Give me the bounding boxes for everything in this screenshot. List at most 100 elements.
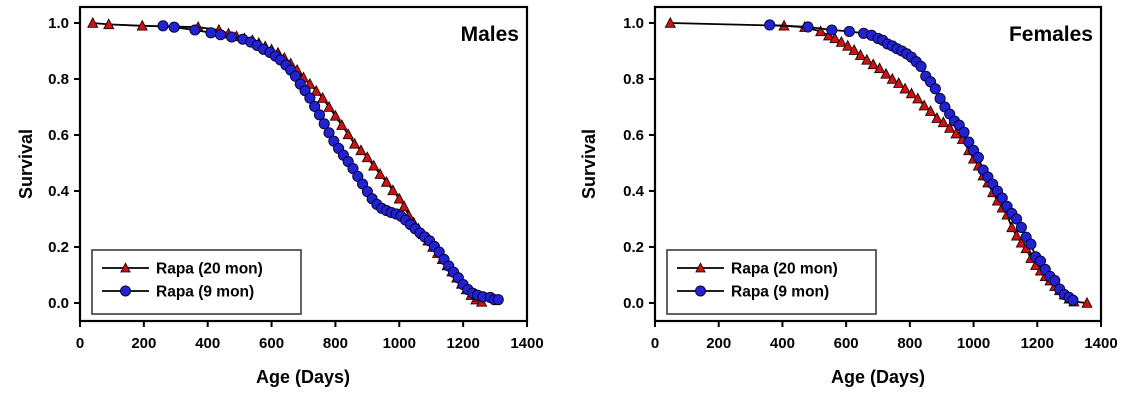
legend-triangle-marker: [695, 262, 706, 273]
x-axis-label: Age (Days): [256, 367, 350, 387]
triangle-marker: [905, 87, 918, 99]
triangle-marker: [924, 105, 937, 116]
x-tick-label: 200: [706, 335, 731, 352]
circle-marker: [1067, 294, 1079, 306]
circle-marker: [189, 24, 201, 36]
triangle-marker: [355, 144, 367, 156]
x-tick-label: 400: [770, 335, 795, 352]
triangle-marker: [842, 39, 854, 51]
triangle-marker: [950, 127, 962, 139]
triangle-marker: [814, 25, 827, 37]
triangle-marker: [886, 72, 899, 84]
plot-border: [653, 5, 1103, 323]
y-tick-label: 0.2: [48, 239, 69, 256]
triangle-marker: [893, 77, 905, 88]
triangle-marker: [310, 84, 322, 96]
circle-marker: [226, 31, 238, 43]
legend-box: [91, 249, 302, 315]
triangle-marker: [103, 18, 115, 30]
y-tick-label: 0.0: [623, 295, 644, 312]
x-tick-label: 1200: [1021, 335, 1054, 352]
triangle-marker: [873, 62, 886, 74]
triangle-marker: [848, 43, 860, 55]
triangle-marker: [398, 200, 410, 212]
circle-marker: [1049, 275, 1061, 287]
x-tick-label: 600: [259, 335, 284, 352]
x-tick-label: 1400: [510, 335, 543, 352]
y-tick-label: 0.2: [623, 239, 644, 256]
triangle-marker: [1006, 221, 1018, 233]
circle-marker: [972, 151, 984, 163]
y-tick-label: 0.4: [48, 183, 70, 200]
legend-label: Rapa (9 mon): [156, 284, 254, 301]
circle-marker: [323, 127, 335, 139]
circle-marker: [309, 100, 321, 112]
circle-marker: [313, 109, 326, 121]
triangle-marker: [931, 112, 943, 123]
triangle-marker: [912, 92, 924, 104]
survival-chart-males: 0 200 400 600 800 1000 1200 1400 0.0 0.2 0.4 0.6 0.8…: [16, 5, 544, 387]
x-tick-label: 1000: [383, 335, 416, 352]
triangle-marker: [937, 116, 949, 128]
triangle-marker: [1015, 236, 1028, 248]
triangle-marker: [136, 19, 148, 31]
x-axis-label: Age (Days): [831, 367, 925, 387]
survival-chart-females: 0 200 400 600 800 1000 1200 1400 0.0 0.2 0.4 0.6 0.8…: [579, 5, 1118, 387]
circle-marker: [996, 192, 1008, 204]
triangle-marker: [374, 168, 386, 179]
circle-marker: [214, 29, 227, 41]
triangle-marker: [336, 119, 348, 130]
legend-label: Rapa (20 mon): [731, 261, 838, 278]
x-tick-label: 200: [131, 335, 156, 352]
triangle-marker: [87, 16, 99, 28]
x-tick-label: 0: [76, 335, 84, 352]
x-tick-label: 800: [323, 335, 348, 352]
triangle-marker: [342, 128, 354, 140]
circle-marker: [318, 118, 330, 130]
circle-marker: [963, 136, 975, 148]
triangle-marker: [829, 32, 841, 44]
plot-title: Males: [461, 23, 519, 46]
circle-marker: [492, 294, 504, 306]
circle-marker: [764, 19, 776, 31]
y-axis-label: Survival: [579, 129, 599, 199]
circle-marker: [934, 93, 946, 105]
legend-box: [666, 249, 877, 315]
triangle-marker: [867, 58, 879, 70]
x-tick-label: 800: [897, 335, 922, 352]
triangle-marker: [1010, 229, 1023, 241]
triangle-marker: [943, 121, 956, 133]
circle-marker: [205, 27, 217, 39]
triangle-marker: [316, 91, 329, 103]
circle-marker: [1025, 238, 1037, 250]
survival-panel-males: 0 200 400 600 800 1000 1200 1400 0.0 0.2 0.4 0.6 0.8…: [16, 5, 544, 387]
triangle-marker: [1081, 296, 1093, 308]
survival-panel-females: 0 200 400 600 800 1000 1200 1400 0.0 0.2 0.4 0.6 0.8…: [563, 0, 1126, 410]
triangle-marker: [880, 67, 892, 79]
triangle-marker: [380, 175, 393, 187]
triangle-marker: [348, 137, 361, 149]
triangle-marker: [387, 184, 399, 196]
circle-marker: [1034, 255, 1047, 267]
y-tick-label: 0.8: [623, 71, 644, 88]
y-tick-label: 0.6: [48, 127, 69, 144]
legend-circle-marker: [695, 285, 706, 297]
triangle-marker: [393, 192, 405, 204]
circle-marker: [1011, 213, 1023, 225]
circle-marker: [915, 60, 927, 72]
circle-marker: [802, 21, 814, 33]
y-tick-label: 0.6: [623, 127, 644, 144]
x-tick-label: 400: [195, 335, 220, 352]
triangle-marker: [918, 99, 930, 111]
triangle-marker: [361, 151, 374, 163]
circle-marker: [958, 126, 970, 138]
x-tick-label: 1000: [957, 335, 990, 352]
legend-triangle-marker: [120, 262, 131, 273]
x-tick-label: 0: [651, 335, 659, 352]
legend-label: Rapa (20 mon): [156, 261, 263, 278]
legend-circle-marker: [120, 285, 131, 297]
circle-marker: [157, 20, 169, 32]
y-tick-label: 0.8: [48, 71, 69, 88]
y-tick-label: 1.0: [48, 15, 69, 32]
